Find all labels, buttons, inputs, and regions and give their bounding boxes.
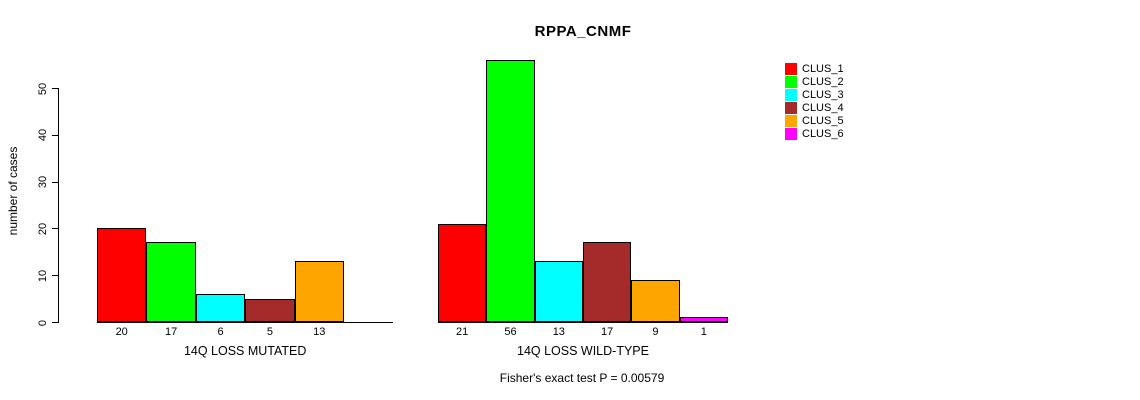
legend-item: CLUS_1 <box>785 62 844 75</box>
legend-item: CLUS_4 <box>785 101 844 114</box>
bar <box>245 298 295 322</box>
group-baseline <box>97 322 394 323</box>
fisher-test-annotation: Fisher's exact test P = 0.00579 <box>499 371 665 385</box>
legend-swatch <box>785 62 797 75</box>
bar <box>534 261 583 322</box>
y-tick-label: 50 <box>37 82 49 95</box>
y-tick-mark <box>52 181 58 183</box>
legend-label: CLUS_5 <box>802 114 844 127</box>
bar-value-label: 9 <box>652 326 659 338</box>
legend-label: CLUS_3 <box>802 88 844 101</box>
legend-item: CLUS_2 <box>785 75 844 88</box>
legend-item: CLUS_5 <box>785 114 844 127</box>
y-tick-mark <box>52 134 58 136</box>
bar-value-label: 13 <box>313 326 326 338</box>
legend-item: CLUS_6 <box>785 127 844 140</box>
bar-value-label: 6 <box>217 326 224 338</box>
bar <box>195 293 246 322</box>
y-tick-label: 40 <box>37 129 49 142</box>
group-label: 14Q LOSS MUTATED <box>183 344 307 358</box>
y-axis-line <box>58 88 59 323</box>
y-tick-mark <box>52 322 58 323</box>
bar <box>582 242 632 322</box>
y-tick-mark <box>52 88 58 89</box>
group-label: 14Q LOSS WILD-TYPE <box>516 344 649 358</box>
legend-swatch <box>785 114 797 127</box>
bar-value-label: 13 <box>552 326 565 338</box>
bar-value-label: 17 <box>164 326 178 338</box>
group-baseline <box>438 322 728 323</box>
legend-item: CLUS_3 <box>785 88 844 101</box>
legend-label: CLUS_6 <box>802 127 844 140</box>
bar-value-label: 5 <box>266 326 273 338</box>
y-tick-label: 20 <box>37 222 49 236</box>
bar-value-label: 17 <box>601 326 614 338</box>
legend-label: CLUS_4 <box>802 101 844 114</box>
legend-label: CLUS_2 <box>802 75 844 88</box>
bar-value-label: 1 <box>700 326 707 338</box>
y-axis-label: number of cases <box>6 146 20 236</box>
bar-value-label: 56 <box>504 326 517 338</box>
y-tick-label: 30 <box>37 175 49 189</box>
legend: CLUS_1 CLUS_2 CLUS_3 CLUS_4 CLUS_5 CLUS_6 <box>785 62 844 140</box>
legend-swatch <box>785 88 797 101</box>
y-tick-mark <box>52 228 58 230</box>
legend-swatch <box>785 75 797 88</box>
y-tick-label: 0 <box>37 319 49 326</box>
bar <box>294 261 344 322</box>
bar <box>438 223 487 322</box>
bar-value-label: 20 <box>115 326 128 338</box>
bar <box>631 279 680 322</box>
legend-swatch <box>785 101 797 114</box>
y-tick-label: 10 <box>37 269 49 282</box>
bar <box>146 242 196 322</box>
bar-value-label: 21 <box>456 326 469 338</box>
bar <box>679 317 728 322</box>
legend-swatch <box>785 127 797 140</box>
bar <box>486 59 535 322</box>
legend-label: CLUS_1 <box>802 62 844 75</box>
chart-title: RPPA_CNMF <box>534 23 632 40</box>
bar <box>97 228 147 322</box>
y-tick-mark <box>52 275 58 277</box>
